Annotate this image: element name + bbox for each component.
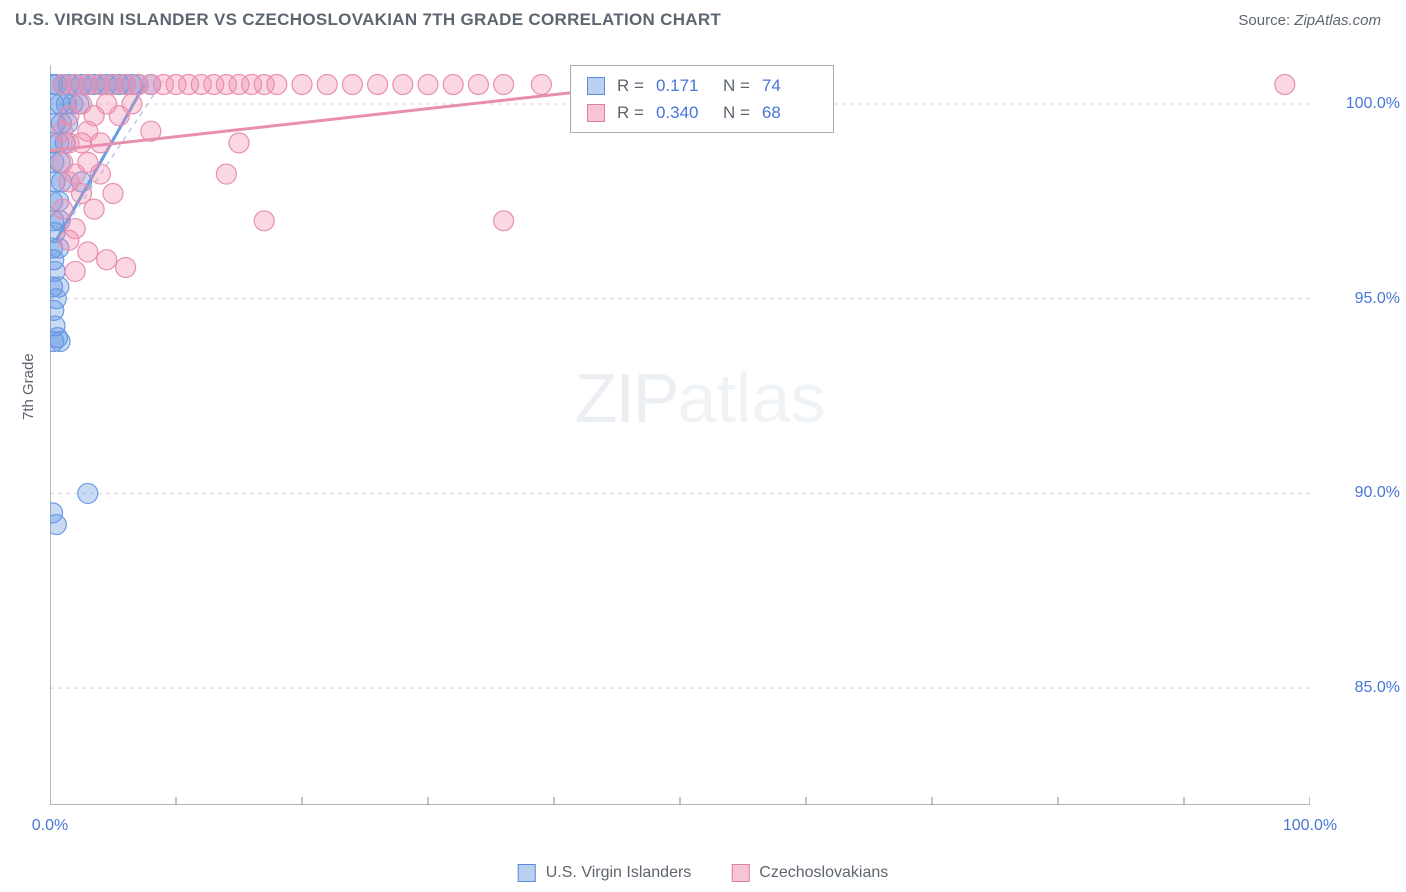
chart-title: U.S. VIRGIN ISLANDER VS CZECHOSLOVAKIAN … (15, 10, 721, 30)
y-tick-label: 90.0% (1355, 484, 1400, 502)
r-value: 0.340 (656, 99, 711, 126)
stats-row: R = 0.340 N = 68 (587, 99, 817, 126)
y-tick-label: 100.0% (1346, 95, 1400, 113)
source-value: ZipAtlas.com (1294, 12, 1381, 29)
n-label: N = (723, 99, 750, 126)
source-label: Source: (1238, 12, 1290, 29)
legend-item: Czechoslovakians (731, 864, 888, 882)
y-tick-label: 95.0% (1355, 290, 1400, 308)
n-label: N = (723, 72, 750, 99)
legend-swatch (518, 864, 536, 882)
chart-area: ZIPatlas R =0.171N =74R =0.340N =68 100.… (50, 65, 1350, 805)
scatter-plot (50, 65, 1310, 805)
r-label: R = (617, 72, 644, 99)
legend-label: U.S. Virgin Islanders (546, 864, 692, 882)
stats-swatch (587, 77, 605, 95)
legend-item: U.S. Virgin Islanders (518, 864, 692, 882)
x-tick-label: 0.0% (32, 817, 68, 835)
chart-source: Source: ZipAtlas.com (1238, 12, 1381, 29)
correlation-stats-box: R = 0.171 N = 74 R = 0.340 N = 68 (570, 65, 834, 133)
legend: U.S. Virgin Islanders Czechoslovakians (518, 864, 889, 882)
legend-swatch (731, 864, 749, 882)
stats-swatch (587, 104, 605, 122)
x-tick-label: 100.0% (1283, 817, 1337, 835)
n-value: 74 (762, 72, 817, 99)
n-value: 68 (762, 99, 817, 126)
y-tick-label: 85.0% (1355, 679, 1400, 697)
stats-row: R = 0.171 N = 74 (587, 72, 817, 99)
legend-label: Czechoslovakians (759, 864, 888, 882)
r-label: R = (617, 99, 644, 126)
r-value: 0.171 (656, 72, 711, 99)
chart-header: U.S. VIRGIN ISLANDER VS CZECHOSLOVAKIAN … (0, 0, 1406, 50)
y-axis-label: 7th Grade (20, 353, 37, 420)
